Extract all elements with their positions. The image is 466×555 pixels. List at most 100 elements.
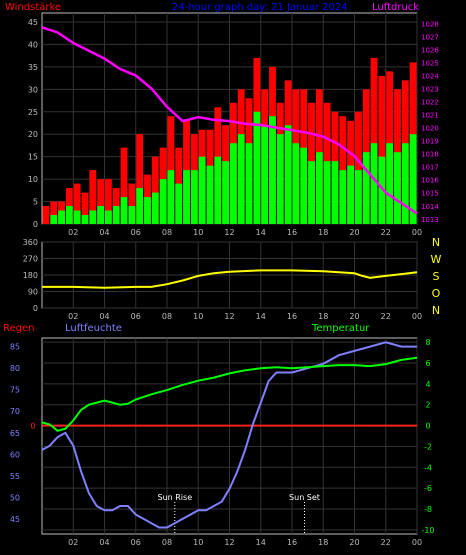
wind-speed-bar [190,170,198,224]
x-tick-label: 22 [381,312,391,321]
compass-label: S [433,270,440,283]
x-tick-label: 08 [162,538,172,547]
y-tick-label: 25 [28,108,38,117]
pressure-tick-label: 1013 [421,216,439,224]
wind-speed-bar [276,134,284,224]
wind-speed-bar [136,188,144,224]
pressure-tick-label: 1014 [421,203,439,211]
pressure-tick-label: 1019 [421,138,439,146]
x-tick-label: 00 [412,228,422,237]
wind-speed-bar [175,183,183,224]
temperature-tick-label: 0 [425,422,430,431]
wind-speed-bar [81,215,89,224]
rain-tick-label: 0 [30,422,35,431]
wind-speed-bar [300,147,308,224]
x-tick-label: 02 [68,228,78,237]
temperature-tick-label: 2 [425,401,430,410]
temperature-tick-label: 4 [425,380,430,389]
wind-gust-bar [42,206,50,224]
wind-speed-bar [323,161,331,224]
wind-speed-bar [159,179,167,224]
compass-label: W [431,253,442,266]
temperature-tick-label: -2 [424,442,432,451]
wind-speed-bar [308,161,315,224]
humidity-tick-label: 75 [10,386,20,395]
wind-speed-bar [245,143,253,224]
wind-speed-bar [65,206,73,224]
wind-speed-bar [237,134,245,224]
sun-annotation: Sun Set [289,493,320,502]
y-tick-label: 10 [28,175,38,184]
x-tick-label: 06 [131,312,141,321]
x-tick-label: 10 [193,228,203,237]
x-tick-label: 12 [224,538,234,547]
y-tick-label: 90 [28,288,38,297]
wind-speed-bar [284,125,292,224]
x-tick-label: 14 [256,312,266,321]
humidity-tick-label: 55 [10,472,20,481]
humidity-tick-label: 50 [10,493,20,502]
wind-speed-bar [206,165,214,224]
x-tick-label: 02 [68,312,78,321]
temperature-line [41,356,418,432]
wind-gust-bar [136,134,144,224]
x-tick-label: 00 [412,312,422,321]
y-tick-label: 270 [23,255,38,264]
wind-gust-bar [370,57,378,224]
x-tick-label: 06 [131,228,141,237]
x-tick-label: 18 [318,538,328,547]
windstaerke-label: Windstärke [5,2,61,13]
compass-label: N [432,304,440,317]
x-tick-label: 20 [349,538,359,547]
sun-annotation: Sun Rise [157,493,192,502]
y-tick-label: 0 [33,304,38,313]
x-tick-label: 08 [162,228,172,237]
wind-gust-bar [378,75,386,224]
pressure-tick-label: 1017 [421,164,439,172]
x-tick-label: 16 [287,312,297,321]
wind-speed-bar [183,170,190,224]
wind-speed-bar [50,215,58,224]
y-tick-label: 5 [33,198,38,207]
x-tick-label: 22 [381,538,391,547]
wind-speed-bar [355,170,362,224]
pressure-tick-label: 1028 [421,20,439,28]
pressure-line [41,26,418,215]
wind-gust-bar [105,179,112,224]
humidity-tick-label: 65 [10,429,20,438]
x-tick-label: 10 [193,538,203,547]
x-tick-label: 20 [349,228,359,237]
wind-gust-bar [81,192,89,224]
y-tick-label: 30 [28,85,38,94]
wind-gust-bar [128,183,136,224]
pressure-tick-label: 1026 [421,46,439,54]
pressure-tick-label: 1016 [421,177,439,185]
wind-speed-bar [362,152,370,224]
humidity-tick-label: 45 [10,515,20,524]
pressure-tick-label: 1025 [421,59,439,67]
humidity-tick-label: 80 [10,364,20,373]
wind-speed-bar [73,210,81,224]
wind-speed-bar [58,210,65,224]
y-tick-label: 40 [28,40,38,49]
temperature-tick-label: -10 [421,526,434,535]
compass-label: O [432,287,441,300]
wind-gust-bar [50,201,58,224]
wind-speed-bar [269,116,276,224]
temperature-tick-label: -4 [424,463,432,472]
wind-direction-line [42,269,418,289]
wind-speed-bar [128,206,136,224]
wind-pressure-chart: Windstärke 24-hour graph day: 21 Januar … [5,2,439,237]
wind-speed-bar [292,143,300,224]
wind-speed-bar [315,152,323,224]
wind-speed-bar [401,143,409,224]
wind-speed-bar [370,143,378,224]
x-tick-label: 18 [318,312,328,321]
y-tick-label: 20 [28,130,38,139]
x-tick-label: 00 [412,538,422,547]
wind-speed-bar [331,161,339,224]
x-tick-label: 16 [287,228,297,237]
temperature-tick-label: -6 [424,484,432,493]
pressure-tick-label: 1027 [421,33,439,41]
